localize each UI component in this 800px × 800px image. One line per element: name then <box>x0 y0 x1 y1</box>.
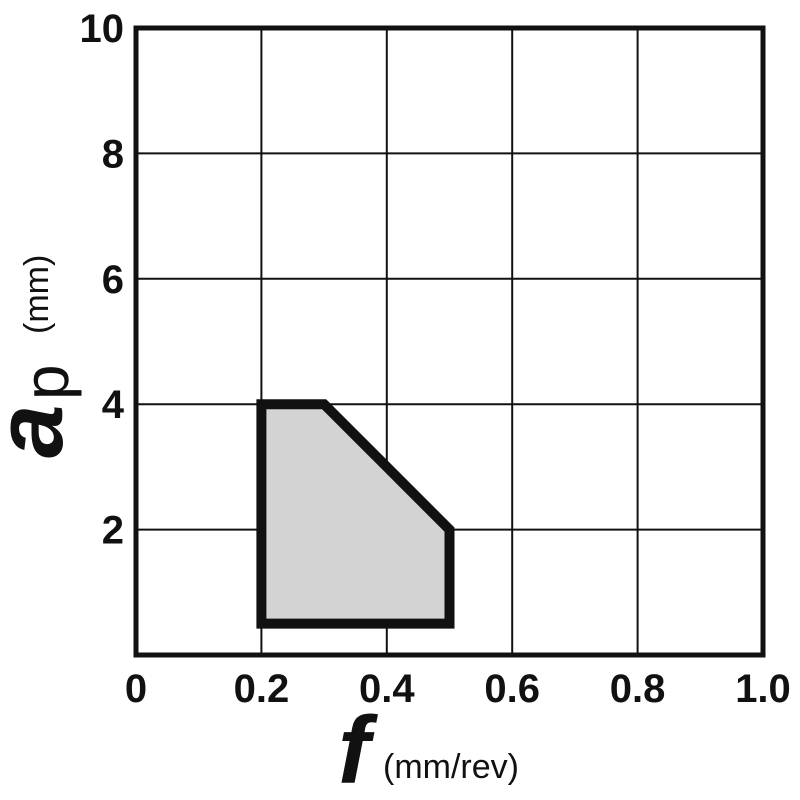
x-tick-label-3: 0.6 <box>484 667 540 711</box>
y-tick-label-4: 10 <box>80 7 125 51</box>
x-axis-label-main: f <box>338 697 378 800</box>
region-layer <box>256 399 455 629</box>
frame-layer <box>133 25 766 658</box>
x-tick-label-0: 0 <box>125 667 147 711</box>
y-axis-label-unit: (mm) <box>18 255 56 334</box>
x-axis-label-unit: (mm/rev) <box>383 748 519 786</box>
x-tick-label-1: 0.2 <box>234 667 290 711</box>
y-tick-label-2: 6 <box>102 258 124 302</box>
y-axis-label-sub: p <box>10 364 82 400</box>
y-axis-label-main: a <box>0 405 83 458</box>
operating-region <box>256 399 455 629</box>
y-axis-title: a p (mm) <box>0 255 83 458</box>
x-tick-label-2: 0.4 <box>359 667 415 711</box>
tick-labels: 0 0.2 0.4 0.6 0.8 1.0 2 4 6 8 10 <box>80 7 791 711</box>
y-tick-label-0: 2 <box>102 509 124 553</box>
y-tick-label-1: 4 <box>102 383 125 427</box>
x-axis-title: f (mm/rev) <box>338 697 519 800</box>
x-tick-label-4: 0.8 <box>610 667 666 711</box>
y-tick-label-3: 8 <box>102 132 124 176</box>
plot-frame <box>133 25 766 658</box>
x-tick-label-5: 1.0 <box>735 667 791 711</box>
